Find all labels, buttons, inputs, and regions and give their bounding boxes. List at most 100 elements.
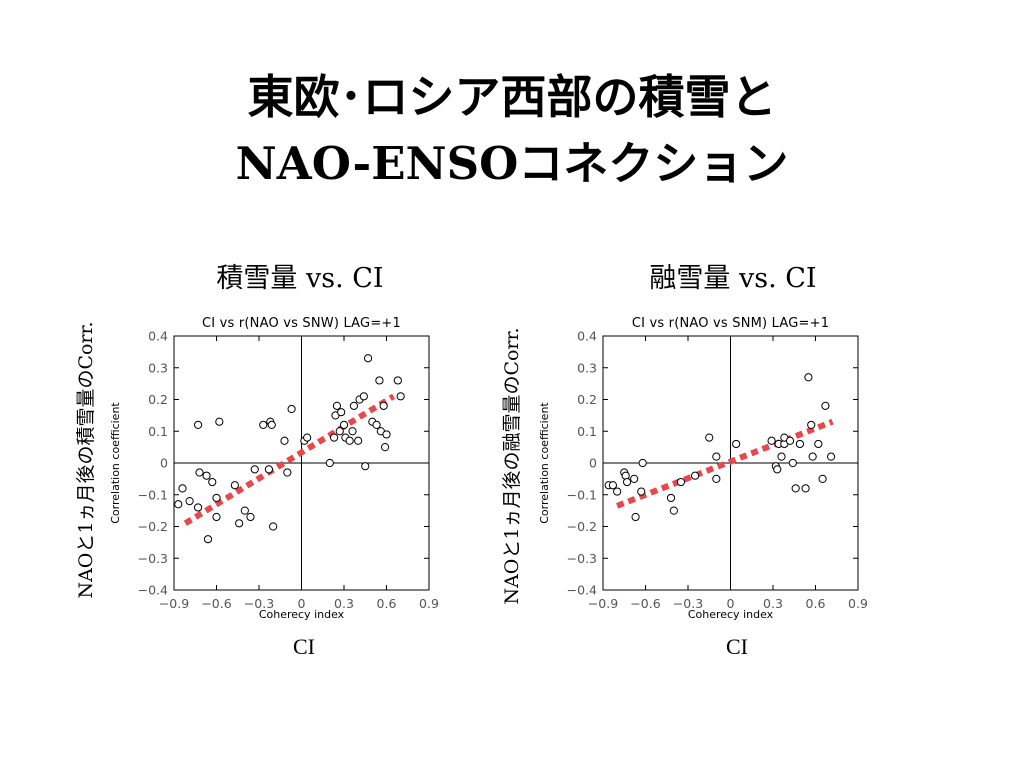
- data-point: [212, 493, 221, 503]
- data-point: [767, 436, 776, 445]
- x-tick-label: −0.3: [244, 596, 274, 611]
- data-point: [240, 506, 249, 515]
- slide-title-line2: NAO-ENSOコネクション: [235, 137, 789, 190]
- data-point: [212, 512, 221, 522]
- y-tick-label: −0.1: [138, 487, 168, 502]
- data-point: [348, 427, 357, 436]
- x-tick-label: 0.9: [419, 596, 439, 611]
- data-point: [821, 401, 830, 410]
- data-point: [250, 465, 259, 474]
- trend-line: [183, 393, 396, 526]
- y-tick-label: 0.3: [148, 360, 168, 375]
- data-point: [712, 474, 721, 483]
- left-under-label: CI: [293, 634, 315, 659]
- data-point: [826, 452, 836, 461]
- data-point: [287, 404, 296, 414]
- x-tick-label: −0.9: [588, 596, 618, 611]
- data-point: [804, 373, 813, 382]
- x-tick-label: 0.9: [848, 596, 868, 611]
- data-point: [259, 420, 268, 429]
- data-point: [669, 506, 678, 515]
- x-tick-label: 0.3: [763, 596, 783, 611]
- data-point: [332, 401, 342, 410]
- data-point: [335, 427, 344, 436]
- data-point: [396, 392, 405, 401]
- data-point: [359, 392, 368, 401]
- y-tick-label: −0.2: [567, 519, 597, 534]
- data-point: [303, 433, 312, 442]
- data-point: [622, 477, 632, 487]
- data-point: [337, 408, 346, 417]
- y-tick-label: −0.1: [567, 487, 597, 502]
- slide-title-line1: 東欧･ロシア西部の積雪と: [247, 70, 777, 124]
- y-tick-label: 0.2: [148, 392, 168, 407]
- y-tick-label: −0.3: [567, 551, 597, 566]
- y-tick-label: 0.4: [577, 329, 597, 344]
- x-axis-label: Coherecy index: [688, 608, 774, 621]
- data-point: [393, 376, 402, 385]
- x-tick-label: −0.6: [630, 596, 660, 611]
- data-point: [193, 420, 203, 429]
- y-tick-label: 0: [160, 456, 168, 471]
- data-point: [777, 452, 786, 461]
- data-point: [361, 462, 370, 471]
- data-point: [375, 376, 384, 385]
- data-point: [712, 452, 721, 461]
- data-point: [339, 420, 349, 429]
- data-point: [283, 468, 292, 477]
- data-point: [203, 535, 213, 544]
- data-point: [174, 500, 183, 509]
- data-point: [807, 420, 816, 429]
- data-point: [235, 519, 244, 528]
- data-point: [638, 458, 647, 468]
- y-tick-label: 0: [589, 456, 597, 471]
- data-point: [705, 433, 714, 442]
- data-point: [785, 436, 795, 445]
- x-tick-label: 0: [298, 596, 306, 611]
- data-point: [230, 481, 240, 490]
- data-point: [608, 481, 618, 490]
- left-panel-heading: 積雪量 vs. CI: [216, 263, 384, 294]
- data-point: [215, 417, 224, 426]
- x-tick-label: 0.6: [377, 596, 397, 611]
- x-tick-label: 0.6: [806, 596, 826, 611]
- data-point: [325, 458, 334, 468]
- x-tick-label: 0.3: [334, 596, 354, 611]
- data-point: [178, 484, 187, 493]
- data-point: [329, 433, 339, 442]
- y-axis-label: Correlation coefficient: [538, 402, 551, 524]
- data-point: [269, 522, 278, 531]
- x-axis-label: Coherecy index: [259, 608, 345, 621]
- data-point: [195, 468, 204, 477]
- right-under-label: CI: [726, 634, 748, 659]
- x-tick-label: −0.6: [201, 596, 231, 611]
- data-point: [676, 477, 686, 487]
- data-point: [808, 452, 817, 461]
- data-point: [666, 493, 676, 503]
- data-point: [246, 512, 255, 522]
- y-tick-label: −0.2: [138, 519, 168, 534]
- data-point: [382, 430, 391, 439]
- x-tick-label: −0.3: [673, 596, 703, 611]
- y-tick-label: 0.3: [577, 360, 597, 375]
- data-point: [630, 474, 639, 483]
- data-point: [267, 420, 276, 429]
- x-tick-label: 0: [727, 596, 735, 611]
- data-point: [773, 465, 782, 474]
- data-point: [208, 477, 217, 487]
- y-tick-label: 0.2: [577, 392, 597, 407]
- data-point: [363, 354, 373, 363]
- data-point: [185, 497, 194, 506]
- data-point: [354, 436, 363, 445]
- y-tick-label: −0.3: [138, 551, 168, 566]
- data-point: [637, 487, 646, 496]
- data-point: [631, 512, 640, 522]
- data-point: [193, 503, 203, 512]
- data-point: [814, 439, 823, 449]
- data-point: [791, 484, 800, 493]
- data-point: [380, 443, 390, 452]
- x-tick-label: −0.9: [159, 596, 189, 611]
- data-point: [690, 471, 700, 480]
- y-tick-label: 0.4: [148, 329, 168, 344]
